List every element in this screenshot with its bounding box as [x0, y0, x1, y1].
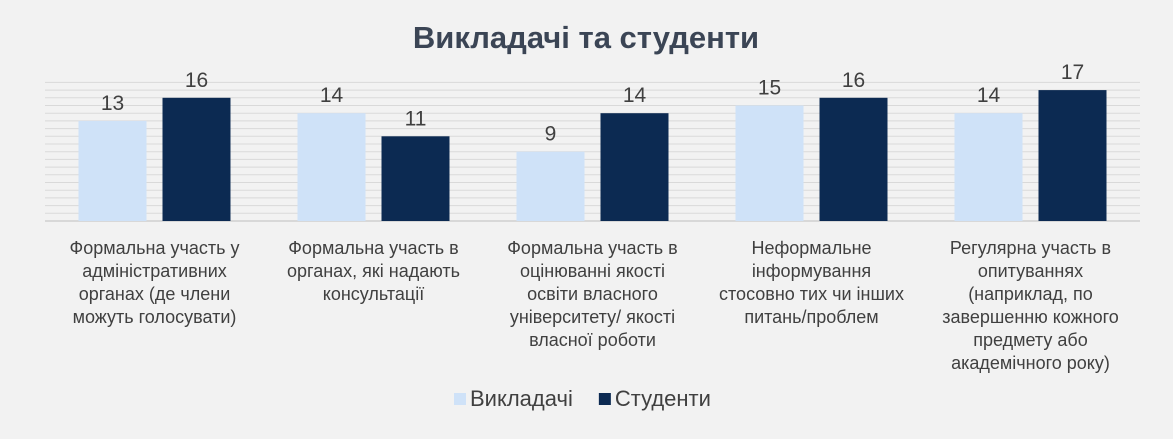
chart-title: Викладачі та студенти: [413, 20, 759, 55]
legend: Викладачі Студенти: [454, 386, 711, 411]
category-label: освіти власного: [527, 284, 658, 304]
category-label: предмету або: [973, 330, 1087, 350]
data-label: 16: [185, 69, 208, 92]
data-label: 15: [758, 77, 781, 100]
data-label: 14: [320, 84, 344, 107]
category-label: Формальна участь в: [288, 238, 459, 258]
bar: [297, 113, 366, 221]
category-label: Неформальне: [751, 238, 871, 258]
bar: [954, 113, 1023, 221]
legend-label: Викладачі: [470, 386, 573, 411]
data-label: 14: [623, 84, 647, 107]
category-label: власної роботи: [529, 330, 656, 350]
data-label: 17: [1061, 61, 1084, 84]
category-label: завершенню кожного: [942, 307, 1119, 327]
data-labels: 13 16 14 11 9 14 15 16 14 17: [101, 61, 1084, 146]
category-label: Формальна участь у: [70, 238, 240, 258]
category-label: адміністративних: [82, 261, 227, 281]
bar: [162, 97, 231, 221]
category-label: інформування: [752, 261, 871, 281]
bar: [735, 105, 804, 221]
data-label: 14: [977, 84, 1001, 107]
category-label: (наприклад, по: [968, 284, 1093, 304]
data-label: 16: [842, 69, 865, 92]
bar: [381, 136, 450, 221]
category-label: Формальна участь в: [507, 238, 678, 258]
category-label: оцінюванні якості: [520, 261, 665, 281]
category-label: органах (де члени: [79, 284, 231, 304]
data-label: 9: [545, 123, 557, 146]
data-label: 13: [101, 92, 124, 115]
category-label: органах, які надають: [287, 261, 460, 281]
legend-swatch: [454, 393, 466, 405]
bar: [600, 113, 669, 221]
bar: [78, 120, 147, 221]
category-label: університету/ якості: [510, 307, 675, 327]
category-label: питань/проблем: [744, 307, 878, 327]
data-label: 11: [405, 107, 427, 130]
bars: [78, 90, 1107, 221]
category-label: можуть голосувати): [73, 307, 237, 327]
category-label: Регулярна участь в: [950, 238, 1111, 258]
category-labels: Формальна участь у адміністративних органа…: [70, 238, 1119, 373]
category-label: опитуваннях: [978, 261, 1083, 281]
bar: [1038, 90, 1107, 221]
bar: [819, 97, 888, 221]
category-label: консультації: [323, 284, 424, 304]
category-label: стосовно тих чи інших: [719, 284, 904, 304]
bar: [516, 151, 585, 221]
category-label: академічного року): [951, 353, 1110, 373]
legend-label: Студенти: [615, 386, 711, 411]
legend-swatch: [598, 393, 611, 405]
